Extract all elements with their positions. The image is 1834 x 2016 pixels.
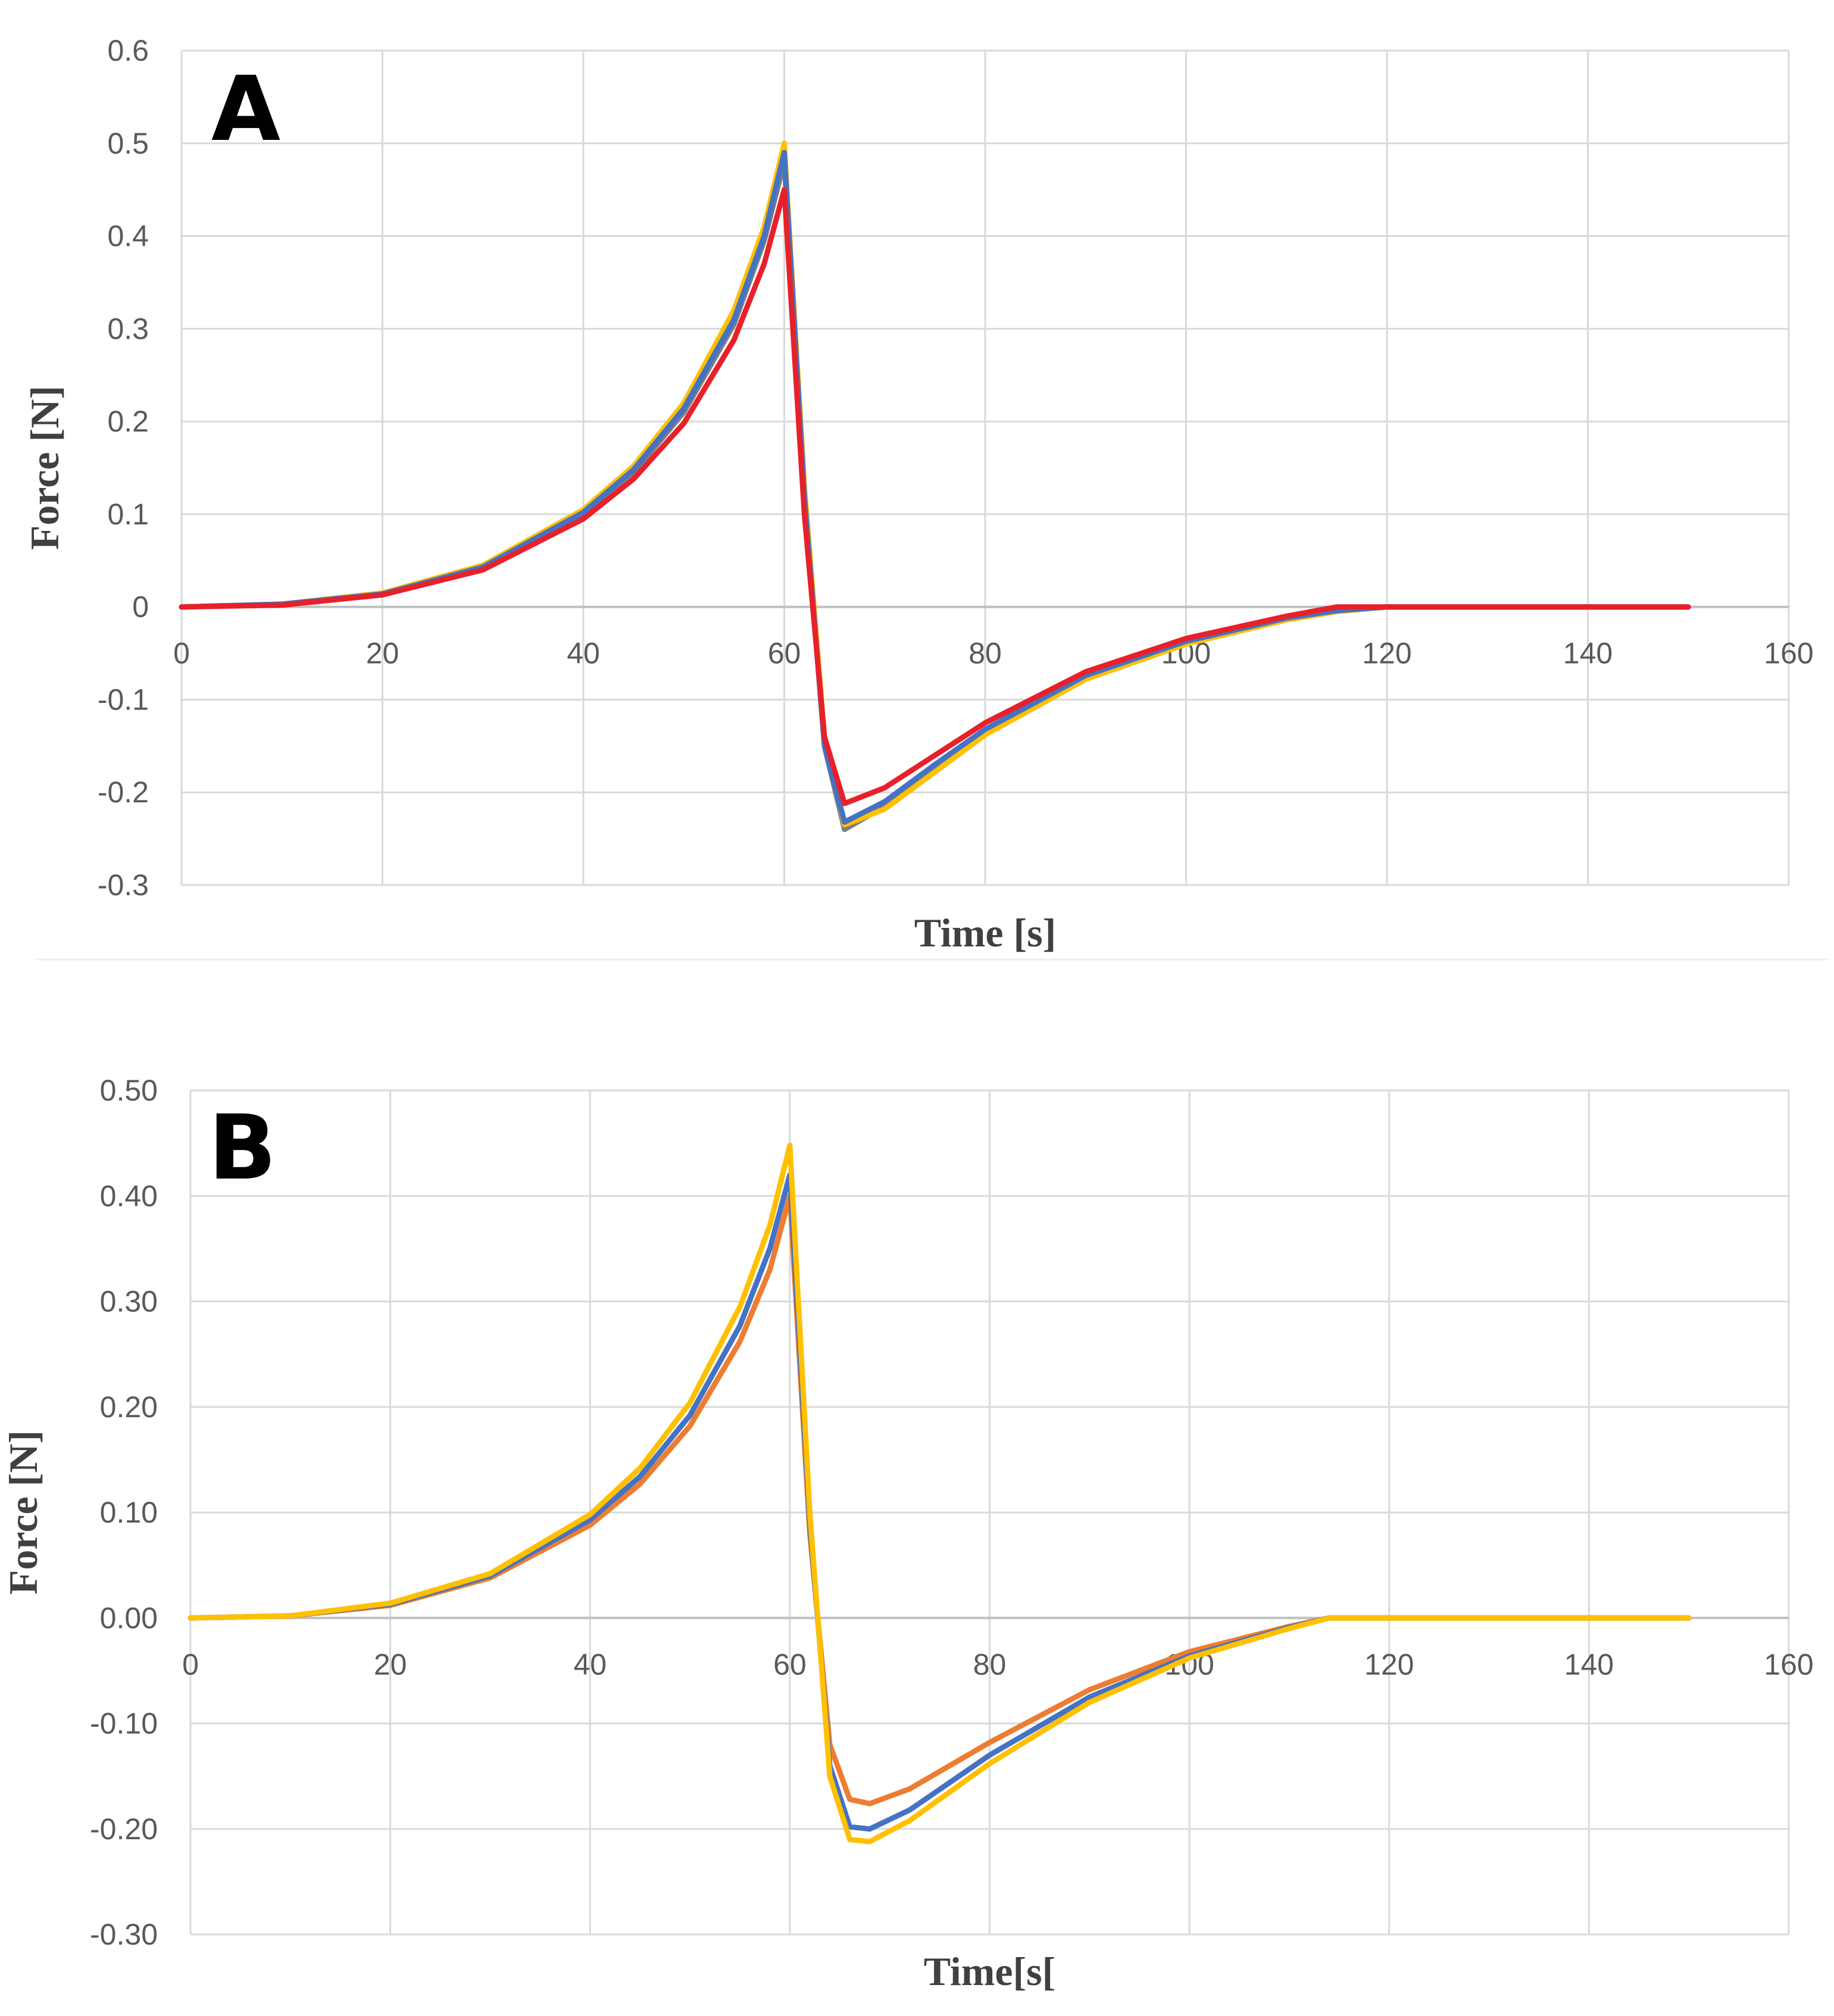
y-tick-label: -0.1 [98,683,149,716]
y-tick-label: 0.2 [107,405,149,438]
series-line-red [179,187,1691,807]
panel-b: -0.30 -0.20 -0.10 0.00 0.10 0.20 0.30 0.40 0.50 0… [1,1074,1814,1994]
x-tick-label: 120 [1362,637,1411,670]
y-tick-label: 0.5 [107,127,149,160]
y-axis-title: Force [N] [22,386,67,550]
x-tick-label: 140 [1563,637,1613,670]
y-tick-label: -0.3 [98,868,149,902]
x-tick-label: 40 [573,1648,607,1681]
x-tick-label: 140 [1564,1648,1614,1681]
y-tick-label: -0.2 [98,776,149,809]
y-tick-label: -0.10 [90,1707,158,1740]
series-line-gray [179,159,1691,832]
x-tick-label: 160 [1764,637,1813,670]
series-line-orange [188,1193,1692,1806]
x-tick-label: 20 [374,1648,407,1681]
y-axis-title: Force [N] [1,1430,46,1595]
y-tick-label: -0.20 [90,1812,158,1846]
y-tick-label: 0.10 [100,1496,158,1529]
panel-a: -0.3 -0.2 -0.1 0 0.1 0.2 0.3 0.4 0.5 0.6 0 20 40 60 80… [22,34,1814,955]
y-tick-label: 0.20 [100,1390,158,1424]
x-tick-label: 20 [366,637,399,670]
x-tick-label: 60 [773,1648,807,1681]
y-tick-label: 0.50 [100,1074,158,1107]
series-line-blue [179,149,1691,825]
y-tick-label: 0.6 [107,34,149,67]
y-tick-label: 0.3 [107,312,149,345]
x-tick-label: 40 [567,637,600,670]
x-tick-label: 0 [182,1648,199,1681]
x-tick-label: 0 [173,637,190,670]
panel-letter: B [208,1096,276,1200]
y-tick-label: 0.40 [100,1179,158,1212]
y-tick-label: 0.30 [100,1285,158,1318]
x-axis-title: Time[s[ [924,1949,1056,1994]
y-tick-label: -0.30 [90,1918,158,1951]
series-line-yellow [179,140,1691,828]
panel-letter: A [211,58,280,161]
x-tick-label: 80 [968,637,1002,670]
x-axis-title: Time [s] [914,910,1057,955]
x-tick-label: 80 [973,1648,1007,1681]
y-tick-label: 0.4 [107,220,149,253]
x-tick-label: 120 [1364,1648,1414,1681]
y-tick-label: 0.1 [107,498,149,531]
series-line-yellow [188,1142,1692,1845]
x-tick-label: 160 [1764,1648,1813,1681]
y-tick-label: 0.00 [100,1601,158,1634]
x-tick-label: 60 [768,637,801,670]
y-tick-label: 0 [132,590,149,624]
series-line-blue [188,1172,1692,1832]
